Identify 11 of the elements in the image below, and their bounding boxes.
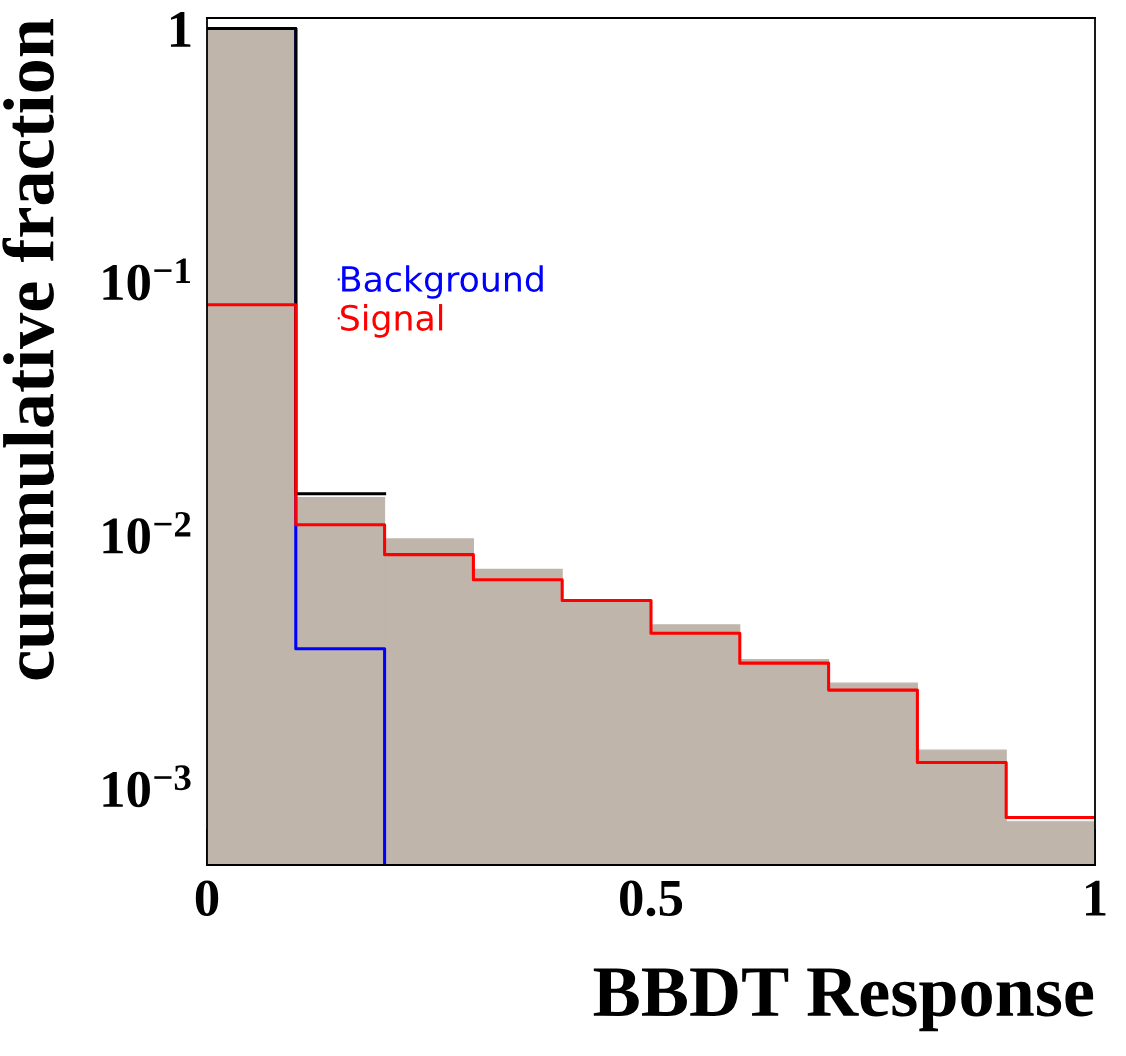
legend-label: Signal <box>341 304 443 338</box>
x-tick-label: 1 <box>1086 880 1106 916</box>
y-tick-label: 10$^{−2}$ <box>103 511 191 554</box>
y-tick-label: 10$^{−1}$ <box>103 258 190 301</box>
y-axis-title: cummulative fraction <box>2 19 55 680</box>
y-tick-label: 10$^{−3}$ <box>103 765 191 808</box>
y-tick-label: 1 <box>170 11 191 47</box>
x-tick-label: 0 <box>195 880 219 917</box>
x-tick-label: 0.5 <box>620 880 683 917</box>
legend-label: Background <box>342 265 543 299</box>
x-axis-title: BBDT Response <box>593 968 1094 1032</box>
